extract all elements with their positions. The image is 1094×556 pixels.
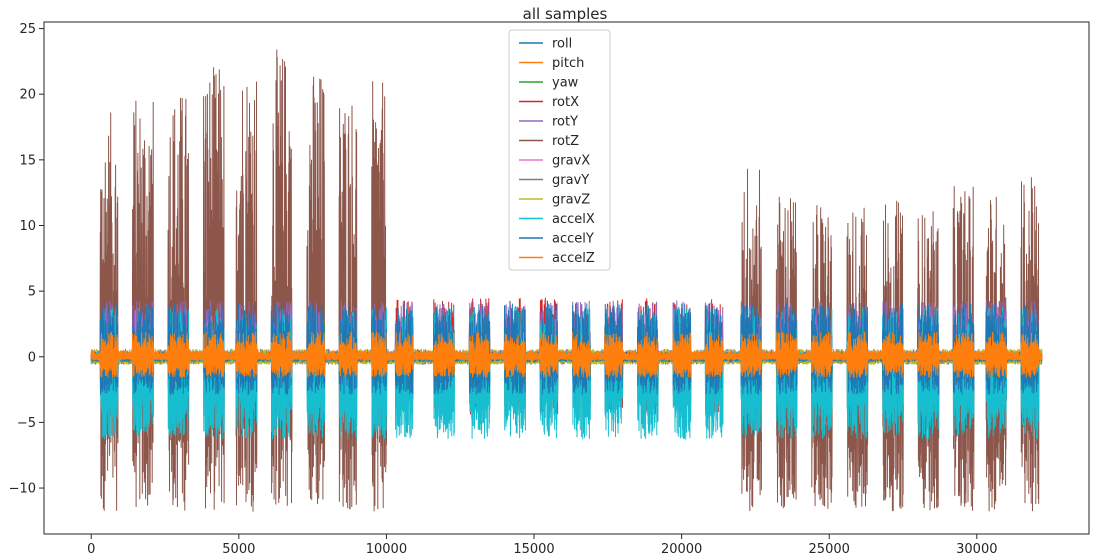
legend-label-accelx: accelX (552, 212, 595, 227)
legend-box (508, 29, 611, 271)
y-tick-label: 5 (28, 285, 36, 300)
legend: roll pitch yaw rotX rotY rotZ gravX gravY gravZ a… (508, 29, 611, 271)
legend-label-rotx: rotX (552, 95, 579, 110)
legend-label-roll: roll (552, 37, 572, 52)
x-tick-label: 0 (87, 542, 95, 556)
x-tick-label: 15000 (513, 542, 554, 556)
x-tick-label: 20000 (661, 542, 702, 556)
legend-label-pitch: pitch (552, 56, 584, 71)
y-axis: −10 −5 0 5 10 15 20 25 (9, 22, 44, 497)
y-tick-label: −10 (9, 482, 36, 497)
x-tick-label: 10000 (366, 542, 407, 556)
x-tick-label: 30000 (956, 542, 997, 556)
legend-label-gravx: gravX (552, 154, 590, 169)
x-axis: 0 5000 10000 15000 20000 25000 30000 (87, 534, 998, 556)
series-layer (90, 49, 1043, 512)
series-line-pitch (90, 340, 1043, 365)
legend-label-yaw: yaw (552, 76, 579, 91)
legend-label-accely: accelY (552, 232, 594, 247)
legend-label-gravy: gravY (552, 173, 589, 188)
y-tick-label: 20 (19, 88, 36, 103)
x-tick-label: 25000 (809, 542, 850, 556)
chart-title: all samples (523, 5, 608, 23)
y-tick-label: 0 (28, 350, 36, 365)
legend-label-roty: rotY (552, 115, 578, 130)
x-tick-label: 5000 (222, 542, 255, 556)
y-tick-label: −5 (17, 416, 36, 431)
legend-label-gravz: gravZ (552, 193, 590, 208)
legend-label-rotz: rotZ (552, 134, 579, 149)
plot-area-frame (43, 21, 1090, 535)
y-tick-label: 15 (19, 153, 36, 168)
y-tick-label: 25 (19, 22, 36, 37)
legend-label-accelz: accelZ (552, 251, 595, 266)
y-tick-label: 10 (19, 219, 36, 234)
